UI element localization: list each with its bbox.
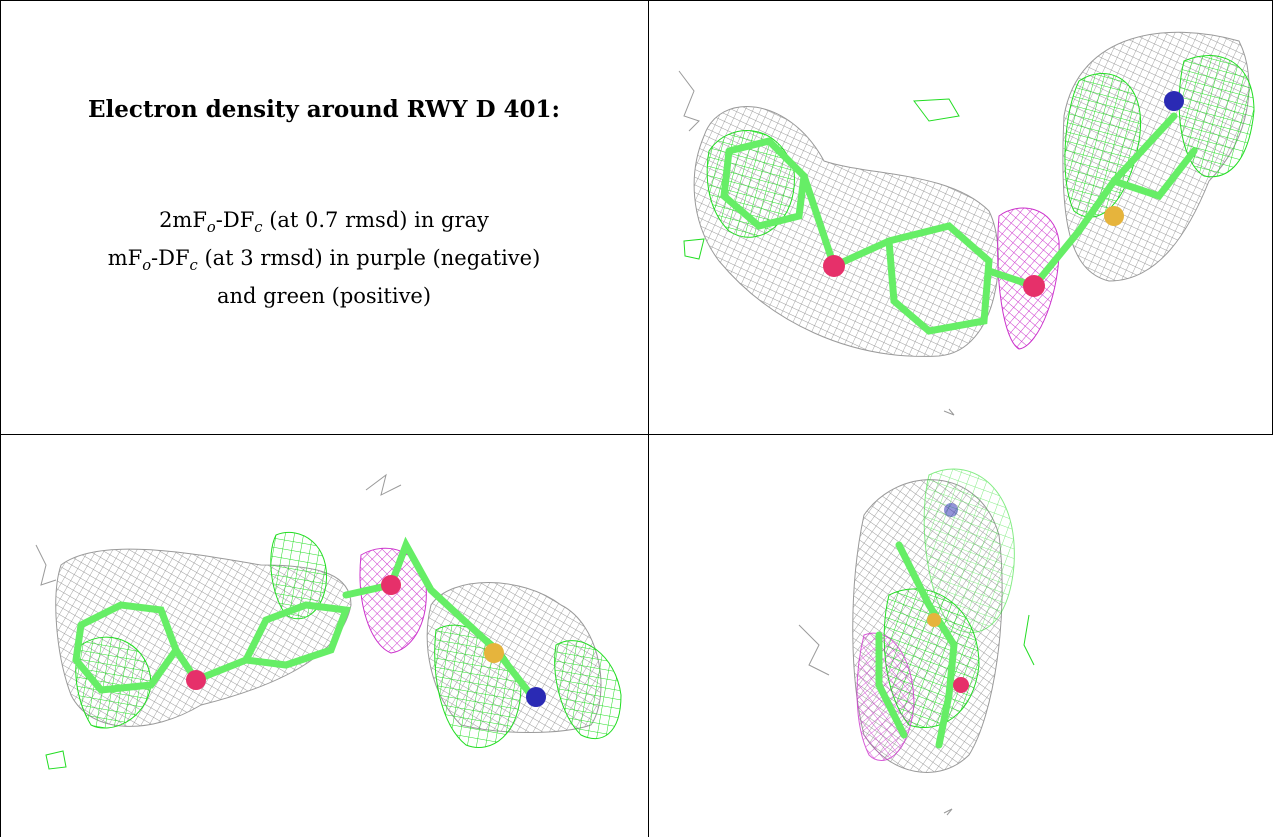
sulfur-atom <box>927 613 941 627</box>
density-panel-bottom-left <box>1 435 648 837</box>
gray-fragment-2 <box>943 408 955 416</box>
table-border-mid <box>648 0 649 837</box>
green-mesh-2 <box>270 531 328 620</box>
gray-fragment-1 <box>798 624 830 676</box>
legend-line-difference: mFo-DFc (at 3 rmsd) in purple (negative) <box>107 246 541 275</box>
oxygen-atom-1 <box>823 255 845 277</box>
gray-fragment-2 <box>365 473 402 496</box>
green-mesh-3 <box>1178 54 1255 178</box>
sulfur-atom <box>1104 206 1124 226</box>
green-mesh-tiny <box>683 238 705 260</box>
nitrogen-atom <box>944 503 958 517</box>
density-panel-bottom-right <box>649 435 1273 837</box>
gray-fragment-3 <box>943 808 953 816</box>
purple-mesh <box>359 547 427 654</box>
green-mesh-1 <box>75 636 152 729</box>
sulfur-atom <box>484 643 504 663</box>
green-mesh-4 <box>554 640 622 740</box>
ligand-sticks <box>875 541 958 749</box>
caption-legend: 2mFo-DFc (at 0.7 rmsd) in gray mFo-DFc (… <box>0 205 648 311</box>
caption-title: Electron density around RWY D 401: <box>87 96 561 123</box>
caption-cell: Electron density around RWY D 401: 2mFo-… <box>0 0 648 434</box>
oxygen-atom-1 <box>186 670 206 690</box>
oxygen-atom-2 <box>1023 275 1045 297</box>
green-mesh-small <box>913 98 960 122</box>
density-panel-top-right <box>649 1 1272 434</box>
gray-fragment-1 <box>678 70 700 132</box>
oxygen-atom-2 <box>381 575 401 595</box>
density-render-3 <box>798 468 1035 816</box>
legend-line-positive: and green (positive) <box>216 284 432 309</box>
gray-fragment-1 <box>35 544 57 586</box>
green-mesh-tiny <box>45 750 67 770</box>
table-border-left <box>0 0 1 837</box>
table-border-middle <box>0 434 1273 435</box>
legend-line-gray: 2mFo-DFc (at 0.7 rmsd) in gray <box>159 208 489 237</box>
nitrogen-atom <box>1164 91 1184 111</box>
oxygen-atom <box>953 677 969 693</box>
nitrogen-atom <box>526 687 546 707</box>
gray-fragment-2 <box>1023 614 1035 666</box>
density-render-1 <box>678 31 1255 416</box>
table-border-top <box>0 0 1273 1</box>
density-render-2 <box>35 473 622 770</box>
